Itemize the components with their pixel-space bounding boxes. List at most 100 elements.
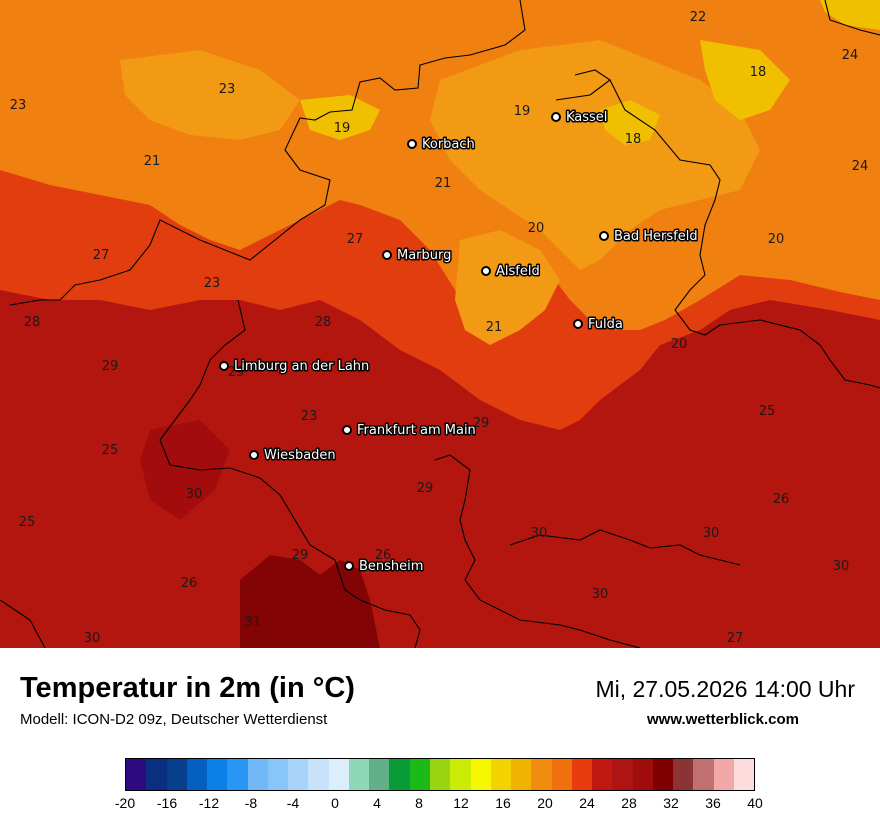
temp-zone-light-orange	[455, 230, 560, 345]
temperature-value: 27	[347, 232, 364, 247]
scale-tick-label: 0	[331, 795, 339, 811]
city-markers: Kassel Korbach Bad Hersfeld Marburg Alsfeld F…	[219, 109, 699, 576]
temperature-value: 18	[625, 132, 642, 147]
city-marker[interactable]: Frankfurt am Main	[342, 422, 477, 440]
temperature-value: 24	[852, 159, 869, 174]
color-swatch	[146, 759, 167, 790]
temperature-value: 20	[528, 221, 545, 236]
city-marker[interactable]: Alsfeld	[481, 263, 541, 281]
color-swatch	[571, 759, 593, 790]
map-footer: Temperatur in 2m (in °C) Modell: ICON-D2…	[0, 648, 880, 830]
color-swatch	[531, 759, 552, 790]
temp-zone-dark-red	[240, 555, 380, 648]
color-swatch	[186, 759, 208, 790]
city-name: Korbach	[422, 137, 475, 152]
city-name: Marburg	[397, 248, 451, 263]
city-dot-icon	[551, 112, 561, 122]
color-swatch	[227, 759, 248, 790]
color-swatch	[126, 759, 147, 790]
temperature-value: 25	[759, 404, 776, 419]
color-swatch	[328, 759, 349, 790]
scale-tick-label: 36	[705, 795, 721, 811]
temperature-value: 28	[315, 315, 332, 330]
scale-tick-label: 24	[579, 795, 595, 811]
temp-zone-light-orange	[430, 40, 760, 270]
city-name: Fulda	[588, 317, 623, 332]
temperature-value: 24	[842, 48, 859, 63]
color-swatch	[429, 759, 451, 790]
temperature-value: 22	[690, 10, 707, 25]
city-name: Limburg an der Lahn	[234, 359, 369, 374]
color-swatch	[713, 759, 734, 790]
city-dot-icon	[599, 231, 609, 241]
temperature-value: 30	[531, 526, 548, 541]
forecast-datetime: Mi, 27.05.2026 14:00 Uhr	[595, 676, 855, 702]
city-name: Wiesbaden	[264, 448, 336, 463]
city-marker[interactable]: Fulda	[573, 316, 624, 334]
color-swatch	[267, 759, 289, 790]
scale-tick-label: 8	[415, 795, 423, 811]
temperature-value: 21	[486, 320, 503, 335]
temperature-value: 30	[703, 526, 720, 541]
temperature-value: 26	[773, 492, 790, 507]
temperature-value: 31	[245, 615, 262, 630]
city-marker[interactable]: Kassel	[551, 109, 609, 127]
temperature-value: 21	[144, 154, 161, 169]
scale-tick-label: 32	[663, 795, 679, 811]
city-marker[interactable]: Marburg	[382, 247, 453, 265]
city-marker[interactable]: Korbach	[407, 136, 476, 154]
city-dot-icon	[342, 425, 352, 435]
city-marker[interactable]: Bad Hersfeld	[599, 228, 699, 246]
temperature-value: 26	[375, 548, 392, 563]
scale-tick-label: -4	[286, 795, 300, 811]
color-swatch	[693, 759, 714, 790]
city-dot-icon	[382, 250, 392, 260]
temperature-value: 23	[301, 409, 318, 424]
temperature-value: 19	[514, 104, 531, 119]
city-name: Kassel	[566, 110, 607, 125]
map-title: Temperatur in 2m (in °C)	[20, 672, 355, 704]
temp-zone-yellow	[300, 95, 380, 140]
temp-zone-yellow	[820, 0, 880, 30]
color-swatch	[490, 759, 512, 790]
temperature-value: 23	[204, 276, 221, 291]
scale-tick-label: 12	[453, 795, 469, 811]
temperature-value: 27	[727, 631, 744, 646]
color-swatch	[652, 759, 674, 790]
city-name: Bensheim	[359, 559, 423, 574]
temperature-value: 18	[750, 65, 767, 80]
city-dot-icon	[219, 361, 229, 371]
city-dot-icon	[573, 319, 583, 329]
color-swatch	[511, 759, 532, 790]
color-swatch	[612, 759, 633, 790]
color-swatch	[632, 759, 653, 790]
temperature-value: 20	[768, 232, 785, 247]
scale-tick-label: -12	[198, 795, 220, 811]
color-swatch	[409, 759, 430, 790]
scale-tick-label: 20	[537, 795, 553, 811]
scale-tick-label: 4	[373, 795, 381, 811]
website-link[interactable]: www.wetterblick.com	[647, 711, 799, 728]
temperature-value: 26	[181, 576, 198, 591]
temperature-value: 25	[19, 515, 36, 530]
city-name: Frankfurt am Main	[357, 423, 476, 438]
scale-tick-label: 40	[747, 795, 763, 811]
color-swatch	[348, 759, 370, 790]
scale-tick-label: -16	[156, 795, 178, 811]
color-swatch	[450, 759, 471, 790]
color-swatch	[207, 759, 228, 790]
scale-tick-label: 28	[621, 795, 637, 811]
city-marker[interactable]: Wiesbaden	[249, 447, 337, 465]
color-swatch	[308, 759, 329, 790]
color-swatch	[389, 759, 410, 790]
city-name: Alsfeld	[496, 264, 540, 279]
temperature-value: 30	[592, 587, 609, 602]
city-marker[interactable]: Limburg an der Lahn	[219, 358, 371, 376]
temperature-map[interactable]: 22 24 18 23 23 19 19 18 21 24 21 20 27 20 27 23 28 28 21 20…	[0, 0, 880, 648]
scale-tick-label: 16	[495, 795, 511, 811]
color-swatch	[551, 759, 572, 790]
city-marker[interactable]: Bensheim	[344, 558, 425, 576]
temp-zone-light-orange	[120, 50, 300, 140]
color-scale-ticks: -20 -16 -12 -8 -4 0 4 8 12 16 20 24 28 32 36 40	[0, 795, 880, 815]
temperature-value: 29	[102, 359, 119, 374]
